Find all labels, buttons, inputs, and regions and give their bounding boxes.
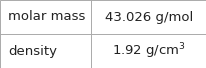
Text: molar mass: molar mass (8, 10, 85, 24)
Text: 43.026 g/mol: 43.026 g/mol (104, 10, 192, 24)
Text: 1.92 g/cm$^{3}$: 1.92 g/cm$^{3}$ (112, 41, 185, 61)
Text: density: density (8, 44, 57, 58)
